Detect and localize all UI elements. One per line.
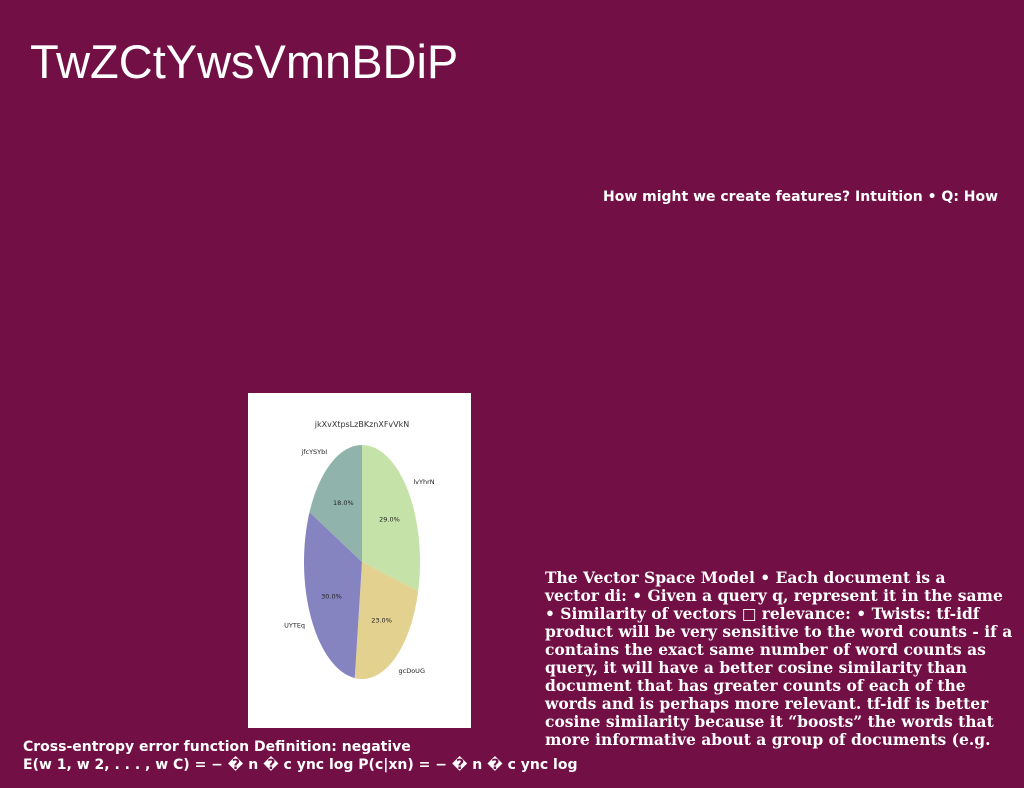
footer-line: Cross-entropy error function Definition:… (23, 739, 411, 755)
pie-labels: 29.0% lvYhrN 23.0% gcDoUG 30.0% UYTEq 18.0% jfc… (284, 448, 435, 675)
pie-chart: jkXvXtpsLzBKznXFvVkN 29.0% lvYhrN 23.0% gcD… (284, 420, 435, 679)
pie-pct-label: 23.0% (371, 617, 392, 625)
slide-subtitle: How might we create features? Intuition … (603, 189, 999, 205)
chart-title: jkXvXtpsLzBKznXFvVkN (314, 420, 410, 429)
body-line: • Similarity of vectors □ relevance: • T… (545, 604, 980, 623)
pie-category-label: UYTEq (284, 622, 305, 630)
body-line: The Vector Space Model • Each document i… (545, 568, 946, 587)
pie-slice-lvYhrN (362, 445, 420, 592)
body-line: query, it will have a better cosine simi… (545, 658, 967, 677)
pie-pct-label: 18.0% (333, 499, 354, 507)
slide-title: TwZCtYwsVmnBDiP (30, 35, 459, 88)
body-line: more informative about a group of docume… (545, 730, 991, 749)
pie-pct-label: 30.0% (321, 592, 342, 600)
pie-slices (304, 445, 420, 679)
pie-slice-UYTEq (304, 512, 362, 679)
body-line: vector di: • Given a query q, represent … (545, 586, 1003, 605)
pie-category-label: lvYhrN (413, 478, 434, 486)
body-line: cosine similarity because it “boosts” th… (545, 712, 994, 731)
body-line: contains the exact same number of word c… (545, 640, 986, 659)
pie-slice-gcDoUG (354, 562, 419, 679)
body-text: The Vector Space Model • Each document i… (545, 569, 1024, 749)
pie-chart-card: jkXvXtpsLzBKznXFvVkN 29.0% lvYhrN 23.0% gcD… (248, 393, 471, 728)
pie-category-label: jfcYSYbI (300, 448, 327, 456)
pie-slice-jfcYSYbI (309, 445, 362, 562)
pie-category-label: gcDoUG (399, 667, 425, 675)
body-line: product will be very sensitive to the wo… (545, 622, 1013, 641)
footer-text: Cross-entropy error function Definition:… (23, 738, 577, 774)
pie-pct-label: 29.0% (379, 515, 400, 523)
body-line: document that has greater counts of each… (545, 676, 966, 695)
footer-line: E(w 1, w 2, . . . , w C) = − � n � c ync… (23, 757, 578, 773)
body-line: words and is perhaps more relevant. tf-i… (545, 694, 989, 713)
